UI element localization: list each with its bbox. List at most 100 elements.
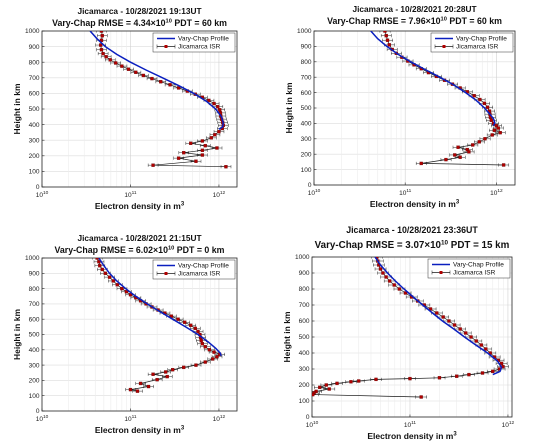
x-tick-label: 1011 — [124, 190, 137, 199]
isr-point — [138, 381, 143, 386]
y-tick-label: 200 — [29, 378, 40, 385]
x-tick-label: 1012 — [213, 190, 226, 199]
isr-point — [151, 372, 155, 376]
x-tick-label: 1010 — [36, 414, 49, 423]
isr-point — [490, 133, 494, 137]
chart-subtitle: Vary-Chap RMSE = 7.96×1010 PDT = 60 km — [327, 16, 502, 26]
isr-point — [216, 105, 220, 109]
isr-point — [176, 156, 181, 160]
isr-point — [151, 163, 155, 167]
legend-label-vary-chap: Vary-Chap Profile — [178, 36, 229, 43]
isr-point — [194, 159, 198, 163]
isr-point — [209, 136, 213, 140]
x-tick-label: 1010 — [308, 188, 321, 197]
isr-point — [491, 369, 495, 374]
isr-point — [469, 335, 473, 339]
isr-point — [111, 279, 115, 283]
isr-point — [100, 34, 104, 38]
y-tick-label: 600 — [301, 90, 312, 97]
isr-point — [141, 73, 146, 78]
isr-point — [392, 283, 396, 287]
chart-title: Jicamarca - 10/28/2021 23:36UT — [346, 225, 478, 235]
isr-point — [150, 76, 154, 81]
isr-point — [107, 275, 112, 279]
x-tick-label: 1012 — [213, 414, 226, 423]
isr-point — [126, 67, 131, 71]
y-tick-label: 400 — [29, 122, 40, 129]
isr-point — [455, 374, 459, 378]
isr-point — [483, 137, 487, 141]
series-jicamarca-isr — [312, 257, 509, 399]
legend-label-isr: Jicamarca ISR — [456, 44, 499, 51]
y-tick-label: 500 — [301, 105, 312, 112]
y-tick-label: 300 — [299, 366, 310, 373]
isr-point — [200, 153, 205, 157]
chart-title: Jicamarca - 10/28/2021 20:28UT — [352, 4, 476, 14]
isr-point — [437, 376, 442, 380]
y-tick-label: 700 — [299, 302, 310, 309]
x-tick-label: 1012 — [502, 420, 515, 429]
isr-point — [458, 327, 462, 331]
isr-point — [215, 355, 219, 359]
isr-point — [103, 271, 107, 275]
legend-label-vary-chap: Vary-Chap Profile — [453, 262, 504, 269]
isr-point — [200, 148, 205, 152]
legend-swatch-isr-marker — [442, 45, 446, 48]
isr-point — [215, 146, 219, 150]
isr-point — [211, 357, 215, 361]
y-tick-label: 300 — [29, 362, 40, 369]
isr-point — [176, 317, 180, 321]
isr-point — [387, 43, 391, 47]
x-axis-label: Electron density in m3 — [95, 201, 185, 211]
isr-point — [203, 144, 207, 148]
isr-point — [458, 155, 462, 159]
isr-point — [134, 70, 138, 74]
chart-subtitle: Vary-Chap RMSE = 6.02×1010 PDT = 0 km — [55, 245, 225, 255]
isr-point — [95, 258, 99, 260]
isr-point — [485, 105, 490, 109]
isr-point — [146, 384, 151, 389]
legend-label-vary-chap: Vary-Chap Profile — [456, 36, 507, 43]
y-tick-label: 900 — [299, 270, 310, 277]
isr-point — [203, 360, 207, 364]
isr-point — [120, 286, 124, 291]
isr-point — [199, 338, 203, 343]
isr-point — [194, 363, 198, 367]
y-tick-label: 100 — [29, 169, 40, 176]
isr-point — [492, 128, 497, 132]
isr-point — [99, 31, 104, 33]
y-tick-label: 400 — [299, 350, 310, 357]
legend-swatch-isr-marker — [439, 271, 443, 274]
isr-point — [501, 163, 506, 167]
y-tick-label: 800 — [29, 59, 40, 66]
y-tick-label: 700 — [301, 74, 312, 81]
y-axis-label: Height in km — [12, 309, 22, 360]
isr-point — [104, 55, 108, 59]
series-jicamarca-isr — [95, 31, 232, 169]
y-tick-label: 600 — [299, 318, 310, 325]
isr-point — [135, 389, 140, 393]
y-tick-label: 900 — [29, 44, 40, 51]
y-tick-label: 900 — [301, 44, 312, 51]
isr-point — [212, 101, 216, 106]
chart-panel-bottom-left: 0 100 200 300 400 500 600 700 800 900 1000 1010 1011… — [12, 233, 238, 435]
chart-title: Jicamarca - 10/28/2021 19:13UT — [77, 6, 201, 16]
chart-title: Jicamarca - 10/28/2021 21:15UT — [77, 233, 201, 243]
plot-series — [370, 31, 510, 167]
plot-series — [89, 31, 232, 169]
y-tick-label: 0 — [308, 182, 312, 189]
y-tick-label: 600 — [29, 91, 40, 98]
isr-point — [494, 124, 499, 128]
y-tick-label: 0 — [36, 408, 40, 415]
isr-point — [159, 80, 163, 84]
isr-point — [384, 275, 388, 279]
vary-chap-line — [370, 31, 496, 126]
isr-point — [419, 161, 423, 166]
isr-point — [335, 381, 339, 386]
isr-point — [349, 380, 353, 384]
isr-point — [419, 395, 423, 399]
legend-label-isr: Jicamarca ISR — [178, 271, 221, 278]
isr-point — [212, 350, 216, 354]
